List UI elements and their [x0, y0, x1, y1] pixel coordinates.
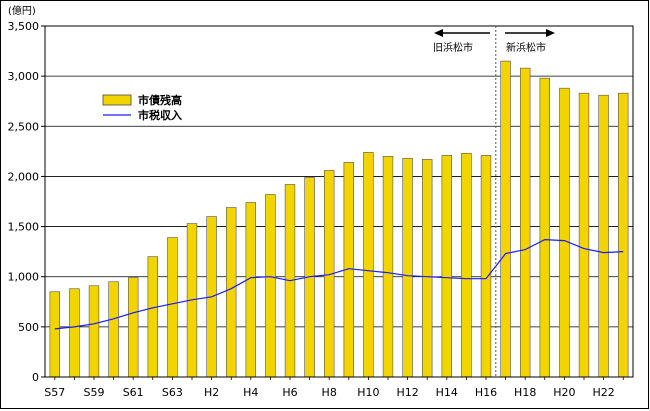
y-tick-label: 3,000 — [8, 70, 40, 83]
x-tick-labels: S57 S59 S61 S63 H2 H4 H6 H8 H10 H12 H14 H16 H18 H20 H2… — [44, 377, 624, 399]
y-unit-label: (億円) — [8, 4, 36, 17]
bar — [421, 159, 433, 378]
x-tick-label: S61 — [123, 386, 144, 399]
bar — [49, 291, 61, 378]
x-tick-label: H8 — [322, 386, 337, 399]
bar — [539, 77, 551, 378]
bar — [363, 152, 374, 378]
x-tick-label: H4 — [243, 386, 258, 399]
bar — [461, 153, 472, 378]
legend-label-tax: 市税収入 — [138, 108, 182, 122]
tax-revenue-line — [54, 238, 624, 330]
bar — [500, 60, 511, 378]
old-city-label: 旧浜松市 — [433, 41, 473, 54]
y-tick-label: 2,500 — [8, 120, 40, 133]
right-arrow-icon — [546, 29, 555, 37]
legend-label-debt: 市債残高 — [138, 93, 182, 107]
bar — [147, 256, 158, 378]
bar — [578, 92, 590, 378]
x-tick-label: H12 — [396, 386, 418, 399]
x-tick-label: S57 — [44, 386, 65, 399]
bar — [88, 285, 100, 378]
bar — [69, 288, 80, 378]
x-tick-label: H14 — [436, 386, 458, 399]
bar — [480, 155, 492, 378]
bar — [245, 202, 256, 378]
bar — [441, 155, 452, 378]
bar — [559, 87, 570, 378]
bar — [128, 277, 139, 378]
y-tick-label: 1,500 — [8, 221, 40, 234]
left-arrow-icon — [434, 29, 443, 37]
bar — [519, 67, 531, 378]
bar — [167, 237, 178, 378]
x-tick-label: S63 — [162, 386, 183, 399]
old-city-annotation: 旧浜松市 — [433, 29, 490, 54]
bar — [382, 156, 394, 378]
bar — [108, 281, 119, 378]
y-tick-label: 0 — [32, 371, 39, 384]
x-tick-label: H10 — [357, 386, 379, 399]
y-tick-label: 500 — [18, 321, 39, 334]
x-tick-label: H16 — [475, 386, 497, 399]
bar — [617, 92, 629, 378]
x-tick-label: H20 — [553, 386, 575, 399]
line-series — [54, 238, 624, 330]
x-tick-label: H22 — [592, 386, 614, 399]
legend-swatch-bar — [102, 94, 132, 106]
y-tick-label: 3,500 — [8, 20, 40, 33]
x-tick-label: H6 — [282, 386, 297, 399]
bar — [226, 207, 237, 378]
plot-frame — [44, 25, 634, 378]
y-tick-label: 2,000 — [8, 170, 40, 183]
bar — [265, 194, 276, 378]
bar — [598, 94, 609, 378]
legend: 市債残高 市税収入 — [99, 91, 205, 122]
x-tick-label: H18 — [514, 386, 536, 399]
new-city-label: 新浜松市 — [506, 41, 546, 54]
bar — [402, 158, 413, 378]
new-city-annotation: 新浜松市 — [505, 29, 555, 54]
x-tick-label: H2 — [204, 386, 219, 399]
y-tick-label: 1,000 — [8, 271, 40, 284]
y-tick-labels: 0 500 1,000 1,500 2,000 2,500 3,000 3,500 — [8, 20, 45, 384]
x-tick-label: S59 — [84, 386, 105, 399]
